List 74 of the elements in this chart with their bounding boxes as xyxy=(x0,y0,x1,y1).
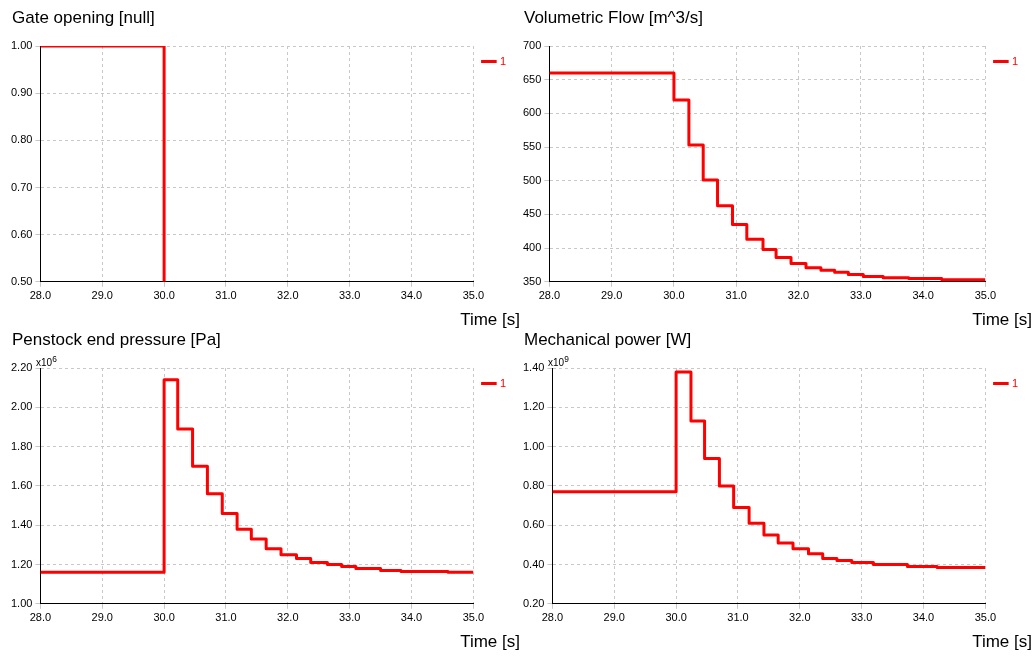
chart-title: Mechanical power [W] xyxy=(524,330,692,349)
x-tick-label: 29.0 xyxy=(91,289,113,302)
y-tick-label: 2.20 xyxy=(10,361,33,374)
x-tick-label: 31.0 xyxy=(725,289,747,302)
x-tick-label: 35.0 xyxy=(462,289,485,302)
x-tick-label: 33.0 xyxy=(850,611,873,624)
x-tick-label: 35.0 xyxy=(974,611,997,624)
y-tick-label: 2.00 xyxy=(10,400,33,413)
chart-title: Penstock end pressure [Pa] xyxy=(12,330,221,349)
y-tick-label: 600 xyxy=(522,106,542,119)
y-tick-label: 400 xyxy=(522,241,542,254)
x-tick-label: 28.0 xyxy=(29,289,52,302)
chart-title: Gate opening [null] xyxy=(11,8,156,29)
x-tick-label: 33.0 xyxy=(850,289,872,302)
x-tick-label: 32.0 xyxy=(277,289,299,302)
y-tick-label: 450 xyxy=(522,207,542,220)
annotation: x10$^{6}$ xyxy=(36,354,57,369)
legend-label: 1 xyxy=(499,54,507,67)
y-tick-label: 550 xyxy=(522,140,542,153)
x-tick-label: 33.0 xyxy=(338,611,361,624)
legend-label: 1 xyxy=(499,376,507,389)
x-tick-label: 30.0 xyxy=(153,289,175,302)
x-tick-label: 32.0 xyxy=(787,289,810,302)
x-tick-label: 34.0 xyxy=(400,289,423,302)
x-tick-label: 34.0 xyxy=(912,289,934,302)
x-tick-label: 34.0 xyxy=(400,611,423,624)
y-tick-label: 1.60 xyxy=(10,478,33,491)
x-axis-title: Time [s] xyxy=(972,632,1032,652)
y-tick-label: 1.40 xyxy=(10,518,33,531)
y-tick-label: 0.80 xyxy=(522,478,545,491)
y-tick-label: 0.70 xyxy=(10,180,33,193)
x-tick-label: 35.0 xyxy=(462,611,485,624)
y-tick-label: 1.00 xyxy=(10,596,33,609)
legend-label: 1 xyxy=(1011,54,1019,67)
y-tick-label: 650 xyxy=(522,72,542,85)
x-tick-label: 30.0 xyxy=(153,611,175,624)
x-tick-label: 31.0 xyxy=(215,289,237,302)
x-tick-label: 29.0 xyxy=(600,289,623,302)
x-tick-label: 30.0 xyxy=(665,611,687,624)
x-tick-label: 32.0 xyxy=(277,611,299,624)
x-tick-label: 30.0 xyxy=(663,289,685,302)
y-tick-label: 350 xyxy=(522,274,542,287)
y-tick-label: 1.40 xyxy=(522,361,545,374)
x-tick-label: 32.0 xyxy=(789,611,811,624)
y-tick-label: 1.80 xyxy=(10,439,33,452)
y-tick-label: 0.90 xyxy=(10,86,33,99)
y-tick-label: 700 xyxy=(522,39,542,52)
y-tick-label: 0.20 xyxy=(522,596,545,609)
y-tick-label: 0.40 xyxy=(522,557,545,570)
y-tick-label: 0.60 xyxy=(522,518,545,531)
chart-title: Volumetric Flow [m^3/s] xyxy=(523,8,704,29)
x-tick-label: 28.0 xyxy=(538,289,561,302)
x-axis-title: Time [s] xyxy=(460,632,520,652)
y-tick-label: 0.50 xyxy=(10,274,33,287)
x-tick-label: 29.0 xyxy=(603,611,625,624)
y-tick-label: 1.20 xyxy=(10,557,33,570)
x-tick-label: 33.0 xyxy=(338,289,361,302)
y-tick-label: 1.00 xyxy=(522,439,545,452)
y-tick-label: 0.60 xyxy=(10,227,33,240)
y-tick-label: 500 xyxy=(522,173,542,186)
x-axis-title: Time [s] xyxy=(460,310,520,330)
x-tick-label: 31.0 xyxy=(727,611,749,624)
x-tick-label: 29.0 xyxy=(91,611,113,624)
x-tick-label: 28.0 xyxy=(29,611,52,624)
y-tick-label: 0.80 xyxy=(10,133,33,146)
legend-label: 1 xyxy=(1011,376,1019,389)
x-axis-title: Time [s] xyxy=(972,310,1032,330)
x-tick-label: 35.0 xyxy=(974,289,997,302)
x-tick-label: 28.0 xyxy=(541,611,564,624)
x-tick-label: 34.0 xyxy=(912,611,935,624)
x-tick-label: 31.0 xyxy=(215,611,237,624)
annotation: x10$^{9}$ xyxy=(548,354,569,369)
y-tick-label: 1.00 xyxy=(10,39,33,52)
y-tick-label: 1.20 xyxy=(522,400,545,413)
